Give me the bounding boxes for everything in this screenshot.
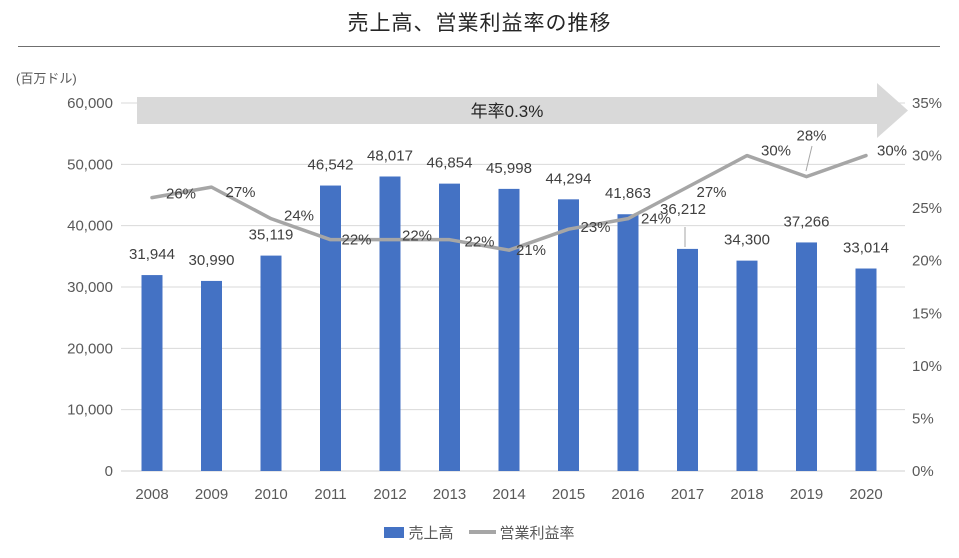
bar-value-label: 36,212: [660, 201, 706, 218]
line-value-label: 23%: [580, 219, 610, 236]
bar-2017: [677, 248, 698, 471]
bar-2010: [260, 255, 282, 471]
legend: 売上高 営業利益率: [0, 522, 959, 542]
bar-2012: [379, 176, 401, 471]
line-value-label: 26%: [166, 186, 196, 203]
cagr-arrow-body: [137, 97, 877, 124]
line-value-label: 24%: [641, 211, 671, 228]
margin-legend-label: 営業利益率: [499, 524, 575, 542]
line-value-label: 21%: [516, 242, 546, 259]
right-axis-tick-label: 30%: [912, 148, 942, 165]
left-axis-tick-label: 10,000: [67, 402, 113, 419]
x-axis-label: 2009: [195, 486, 228, 503]
line-value-label: 22%: [341, 232, 371, 249]
x-axis-label: 2014: [492, 486, 525, 503]
x-axis-label: 2015: [552, 486, 585, 503]
x-axis-label: 2012: [373, 486, 406, 503]
x-axis-label: 2010: [254, 486, 287, 503]
line-value-label: 22%: [464, 234, 494, 251]
bar-value-label: 37,266: [784, 213, 830, 230]
x-axis-label: 2013: [433, 486, 466, 503]
legend-item-sales: 売上高: [384, 522, 454, 543]
left-axis-tick-label: 60,000: [67, 95, 113, 112]
bar-value-label: 35,119: [249, 227, 294, 244]
right-axis-tick-label: 20%: [912, 253, 942, 270]
right-axis-tick-label: 25%: [912, 200, 942, 217]
margin-line: [150, 153, 868, 252]
line-label-leader-line: [805, 145, 813, 172]
right-axis-tick-label: 10%: [912, 358, 942, 375]
right-axis-tick-label: 35%: [912, 95, 942, 112]
x-axis-label: 2018: [730, 486, 763, 503]
left-axis-tick-label: 40,000: [67, 218, 113, 235]
bar-2018: [736, 260, 758, 471]
line-value-label: 30%: [761, 143, 791, 160]
bar-2019: [796, 242, 817, 471]
line-value-label: 27%: [696, 184, 726, 201]
bar-2013: [439, 183, 460, 472]
left-axis-tick-label: 30,000: [67, 279, 113, 296]
cagr-arrow-head-icon: [877, 83, 908, 138]
bar-value-label: 44,294: [546, 170, 592, 187]
bar-2015: [558, 199, 579, 471]
right-axis-tick-label: 5%: [912, 410, 934, 427]
right-axis-tick-label: 0%: [912, 463, 934, 480]
x-axis-label: 2008: [135, 486, 168, 503]
x-axis-label: 2019: [790, 486, 823, 503]
bar-2020: [855, 268, 877, 471]
left-axis-tick-label: 50,000: [67, 156, 113, 173]
legend-item-margin: 営業利益率: [468, 522, 575, 543]
bar-value-label: 30,990: [189, 252, 235, 269]
x-axis-label: 2016: [611, 486, 644, 503]
bar-value-label: 34,300: [724, 232, 770, 249]
right-axis-tick-label: 15%: [912, 305, 942, 322]
x-axis-label: 2011: [314, 486, 346, 503]
chart-title: 売上高、営業利益率の推移: [347, 12, 612, 35]
bar-value-label: 48,017: [367, 147, 413, 164]
bar-2011: [320, 185, 341, 471]
margin-legend-swatch-icon: [468, 530, 496, 534]
x-axis-label: 2020: [849, 486, 882, 503]
bar-value-label: 46,542: [308, 157, 354, 174]
line-value-label: 30%: [877, 143, 907, 160]
line-value-label: 27%: [225, 184, 255, 201]
left-axis-unit-label: (百万ドル): [16, 71, 77, 86]
bar-value-label: 33,014: [843, 240, 889, 257]
bar-2008: [141, 275, 163, 471]
x-axis-label: 2017: [671, 486, 704, 503]
bar-value-label: 46,854: [427, 155, 473, 172]
cagr-arrow-label: 年率0.3%: [471, 102, 544, 121]
left-axis-tick-label: 20,000: [67, 340, 113, 357]
bar-2009: [201, 280, 222, 471]
bar-2016: [617, 214, 639, 471]
sales-legend-label: 売上高: [408, 524, 454, 542]
line-value-label: 22%: [402, 228, 432, 245]
line-value-label: 24%: [284, 208, 314, 225]
title-divider-line: [18, 46, 940, 47]
bar-value-label: 31,944: [129, 246, 175, 263]
line-value-label: 28%: [796, 128, 826, 145]
bar-value-label: 45,998: [486, 160, 532, 177]
sales-legend-swatch-icon: [384, 526, 405, 538]
bar-2014: [498, 188, 520, 471]
cagr-arrow: 年率0.3%: [137, 83, 908, 138]
bar-value-label: 41,863: [605, 185, 651, 202]
left-axis-tick-label: 0: [105, 463, 113, 480]
